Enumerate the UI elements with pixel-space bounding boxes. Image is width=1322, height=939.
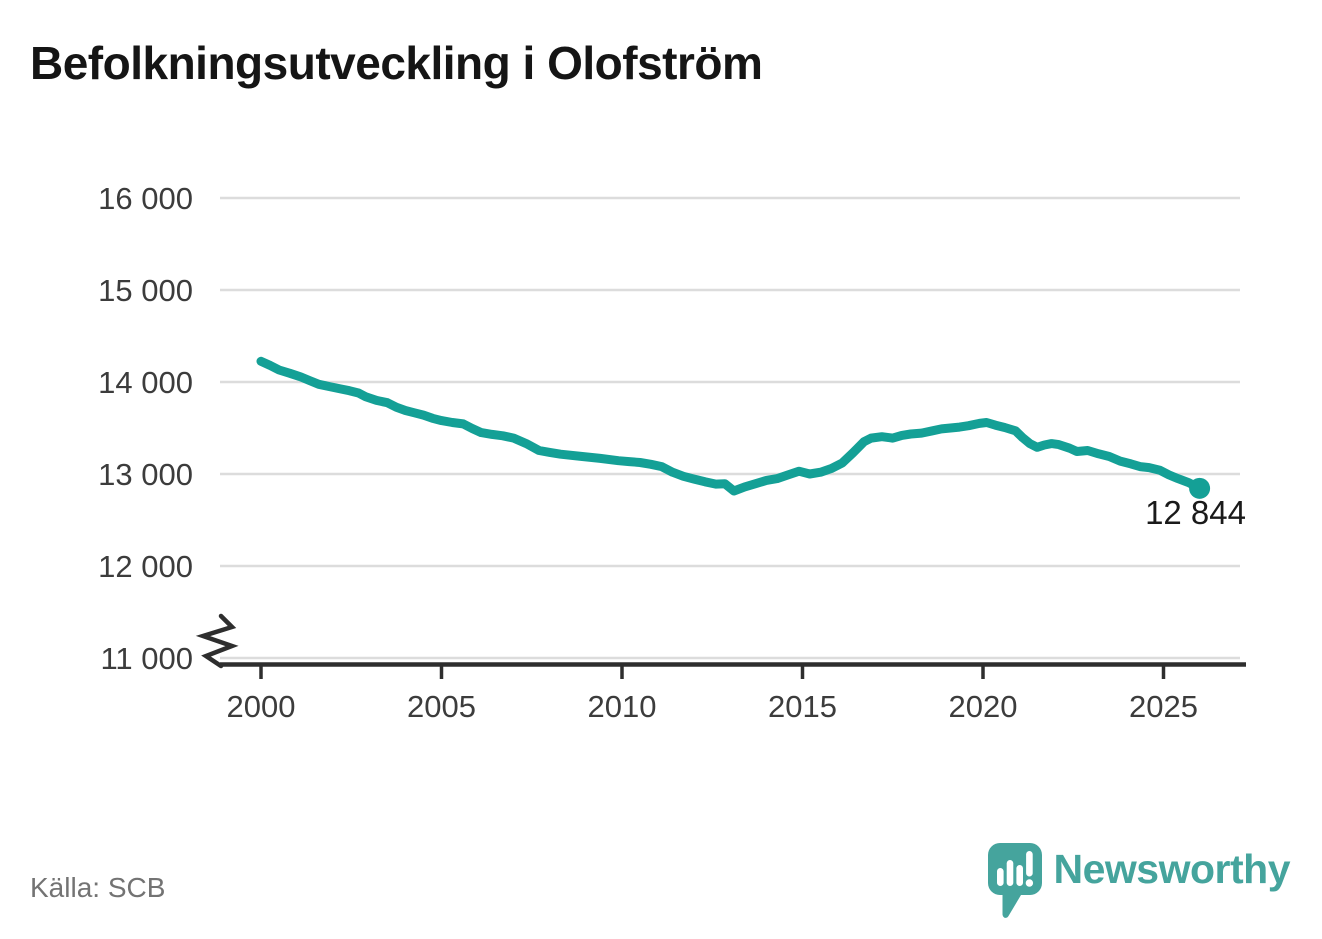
x-tick-label: 2015	[768, 689, 837, 724]
chart-title: Befolkningsutveckling i Olofström	[30, 37, 763, 89]
newsworthy-logo: Newsworthy	[987, 843, 1291, 923]
x-tick-label: 2005	[407, 689, 476, 724]
y-tick-label: 11 000	[100, 641, 193, 676]
series-end-dot	[1189, 477, 1211, 499]
y-tick-label: 16 000	[98, 181, 193, 216]
axis-break-icon	[195, 613, 239, 669]
newsworthy-logo-icon	[987, 843, 1042, 918]
y-tick-label: 13 000	[98, 457, 193, 492]
end-value-label: 12 844	[1145, 494, 1246, 531]
y-tick-label: 12 000	[98, 549, 193, 584]
x-tick-label: 2025	[1129, 689, 1198, 724]
x-tick-label: 2000	[227, 689, 296, 724]
population-series-line	[256, 356, 1205, 496]
source-label: Källa: SCB	[30, 872, 166, 903]
x-tick-label: 2010	[588, 689, 657, 724]
newsworthy-logo-text: Newsworthy	[1053, 846, 1291, 892]
y-tick-label: 14 000	[98, 365, 193, 400]
y-tick-label: 15 000	[98, 273, 193, 308]
x-tick-label: 2020	[949, 689, 1018, 724]
